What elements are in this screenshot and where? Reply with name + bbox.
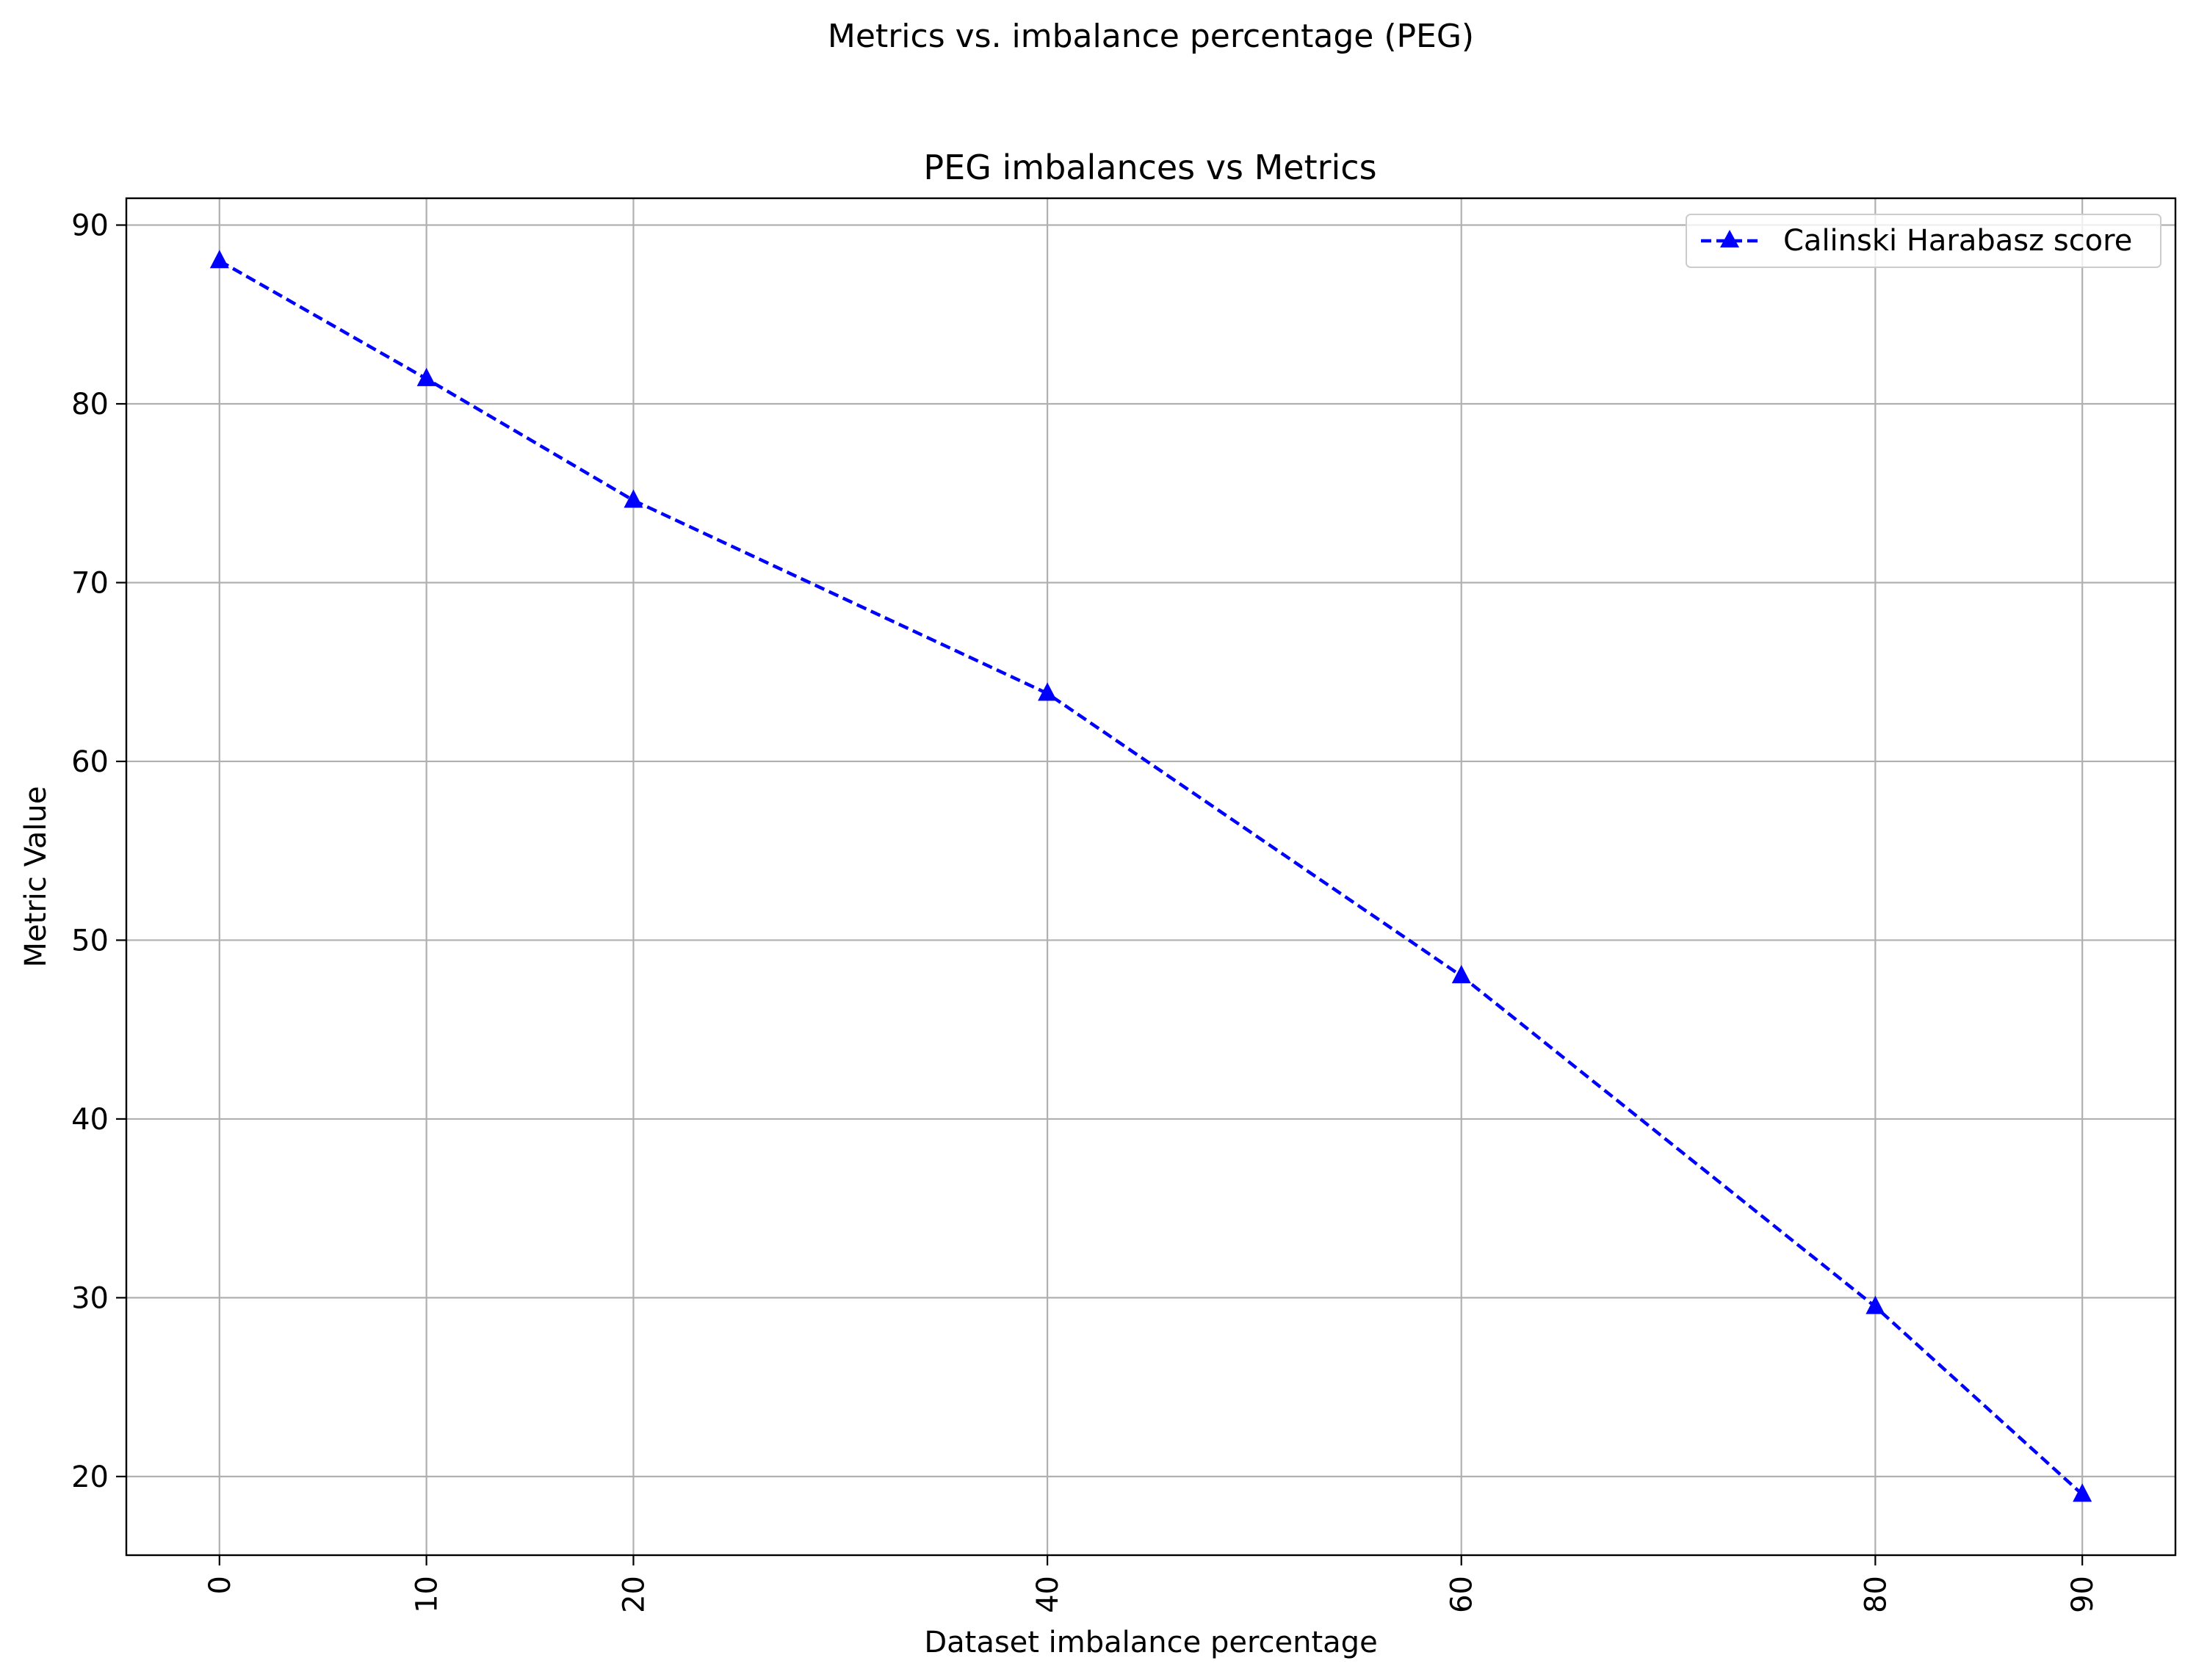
y-tick-label: 70 bbox=[71, 566, 109, 600]
legend-marker-triangle bbox=[1720, 230, 1739, 247]
y-axis-ticks: 20 30 40 50 60 70 80 90 bbox=[71, 209, 126, 1494]
y-tick-label: 90 bbox=[71, 209, 109, 243]
data-point-marker bbox=[1038, 682, 1058, 701]
x-axis-label: Dataset imbalance percentage bbox=[924, 1626, 1377, 1659]
x-tick-label: 20 bbox=[617, 1576, 651, 1613]
x-tick-label: 90 bbox=[2066, 1576, 2100, 1613]
x-tick-label: 10 bbox=[411, 1576, 444, 1613]
y-axis-label: Metric Value bbox=[19, 786, 53, 968]
plot-area-frame bbox=[125, 197, 2177, 1557]
figure-title: Metrics vs. imbalance percentage (PEG) bbox=[828, 18, 1474, 55]
x-tick-label: 40 bbox=[1031, 1576, 1065, 1613]
legend: Calinski Harabasz score bbox=[1686, 214, 2161, 268]
data-point-marker bbox=[624, 489, 643, 508]
y-tick-label: 80 bbox=[71, 388, 109, 421]
legend-label: Calinski Harabasz score bbox=[1783, 224, 2132, 258]
x-tick-label: 80 bbox=[1859, 1576, 1893, 1613]
x-tick-label: 60 bbox=[1445, 1576, 1479, 1613]
y-tick-label: 40 bbox=[71, 1103, 109, 1137]
x-gridlines bbox=[218, 198, 2084, 1555]
chart-title: PEG imbalances vs Metrics bbox=[923, 148, 1376, 187]
data-point-marker bbox=[416, 367, 436, 386]
series-layer bbox=[209, 250, 2092, 1502]
y-tick-label: 20 bbox=[71, 1460, 109, 1494]
data-point-marker bbox=[209, 250, 229, 269]
data-point-marker bbox=[2073, 1483, 2092, 1502]
x-axis-ticks: 0 10 20 40 60 80 90 bbox=[203, 1555, 2100, 1613]
legend-box bbox=[1686, 214, 2161, 268]
y-gridlines bbox=[126, 224, 2175, 1477]
data-point-marker bbox=[1451, 965, 1471, 984]
x-tick-label: 0 bbox=[203, 1576, 237, 1594]
y-tick-label: 50 bbox=[71, 924, 109, 957]
y-tick-label: 60 bbox=[71, 745, 109, 779]
y-tick-label: 30 bbox=[71, 1281, 109, 1315]
data-point-marker bbox=[1865, 1295, 1885, 1314]
